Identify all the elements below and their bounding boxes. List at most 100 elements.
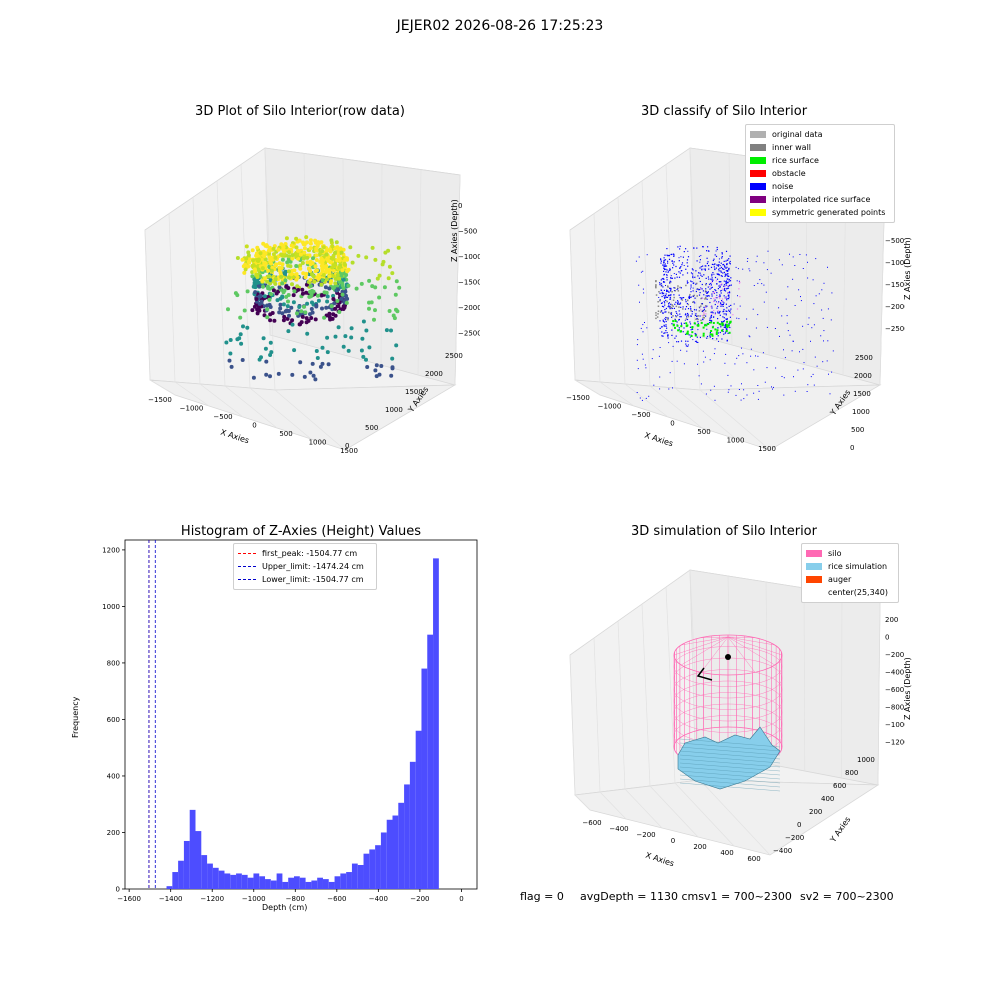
- inner-wall-point: [655, 286, 657, 289]
- inner-wall-point: [658, 291, 660, 293]
- noise-point: [797, 369, 799, 371]
- noise-point: [669, 282, 671, 284]
- raw-x-tick-label: 1000: [309, 439, 327, 447]
- data-point: [341, 277, 346, 282]
- data-point: [250, 308, 255, 313]
- data-point: [320, 306, 324, 311]
- noise-point: [678, 276, 681, 278]
- data-point: [344, 273, 349, 277]
- noise-point: [696, 260, 698, 262]
- noise-point: [767, 250, 769, 252]
- noise-point: [680, 287, 682, 289]
- noise-point: [694, 297, 696, 299]
- noise-point: [664, 309, 666, 311]
- noise-point: [729, 312, 731, 314]
- y-tick-label: 800: [107, 659, 120, 667]
- data-point: [324, 305, 329, 310]
- noise-point: [678, 271, 680, 273]
- noise-point: [726, 266, 728, 268]
- inner-wall-point: [700, 305, 702, 307]
- rice-surface-point: [711, 333, 714, 336]
- noise-point: [725, 280, 727, 282]
- noise-point: [727, 391, 729, 393]
- noise-point: [691, 310, 693, 313]
- noise-point: [708, 283, 711, 285]
- noise-point: [686, 318, 689, 321]
- histogram-bar: [392, 815, 399, 889]
- grid-line: [617, 197, 626, 385]
- noise-point: [687, 282, 689, 284]
- noise-point: [713, 263, 715, 265]
- data-point: [260, 279, 265, 283]
- inner-wall-point: [681, 299, 684, 301]
- noise-point: [718, 268, 720, 270]
- noise-point: [658, 355, 660, 357]
- interpolated-point: [703, 311, 705, 313]
- noise-point: [717, 335, 719, 337]
- data-point: [246, 264, 251, 269]
- noise-point: [709, 335, 711, 337]
- raw-y-tick-label: 0: [345, 442, 349, 450]
- data-point: [296, 248, 300, 253]
- noise-point: [712, 272, 714, 274]
- noise-point: [800, 296, 801, 298]
- histogram-bar: [305, 881, 312, 889]
- histogram-bar: [322, 879, 329, 889]
- interpolated-point: [700, 288, 702, 290]
- noise-point: [710, 282, 712, 285]
- noise-point: [698, 294, 701, 296]
- noise-point: [742, 268, 744, 270]
- noise-point: [701, 269, 703, 271]
- interpolated-point: [713, 291, 715, 293]
- inner-wall-point: [678, 306, 680, 308]
- noise-point: [662, 281, 665, 283]
- noise-point: [670, 277, 672, 279]
- noise-point: [699, 261, 701, 263]
- noise-point: [670, 277, 672, 279]
- noise-point: [664, 296, 666, 298]
- noise-point: [800, 300, 802, 302]
- raw-x-tick-label: 1500: [340, 447, 358, 455]
- noise-point: [699, 315, 701, 317]
- noise-point: [690, 291, 692, 293]
- noise-point: [680, 340, 683, 342]
- data-point: [261, 284, 265, 289]
- noise-point: [713, 273, 715, 275]
- noise-point: [687, 314, 689, 316]
- noise-point: [682, 256, 684, 258]
- noise-point: [687, 250, 689, 252]
- noise-point: [667, 255, 669, 257]
- noise-point: [645, 397, 647, 399]
- data-point: [255, 279, 260, 283]
- noise-point: [659, 299, 661, 301]
- noise-point: [710, 316, 712, 319]
- rice-surface-point: [725, 323, 728, 326]
- noise-point: [667, 306, 669, 308]
- noise-point: [643, 292, 645, 294]
- noise-point: [694, 340, 696, 342]
- sim-z-tick-label: 200: [885, 616, 898, 624]
- noise-point: [661, 305, 664, 307]
- data-point: [320, 345, 325, 350]
- noise-point: [711, 307, 713, 309]
- inner-wall-point: [682, 308, 684, 310]
- raw-y-tick-label: 1000: [385, 406, 403, 414]
- noise-point: [709, 288, 711, 290]
- noise-point: [757, 398, 759, 400]
- noise-point: [689, 326, 691, 328]
- noise-point: [652, 349, 654, 351]
- rice-surface-point: [728, 331, 731, 334]
- noise-point: [683, 265, 685, 266]
- noise-point: [723, 289, 725, 291]
- noise-point: [710, 278, 712, 280]
- noise-point: [783, 394, 785, 396]
- rice-mesh-line: [679, 742, 781, 752]
- histogram-bar: [334, 876, 341, 889]
- noise-point: [787, 330, 789, 332]
- noise-point: [663, 270, 665, 272]
- data-point: [283, 278, 288, 283]
- noise-point: [707, 291, 709, 294]
- histogram-bar: [427, 634, 434, 889]
- noise-point: [665, 271, 667, 273]
